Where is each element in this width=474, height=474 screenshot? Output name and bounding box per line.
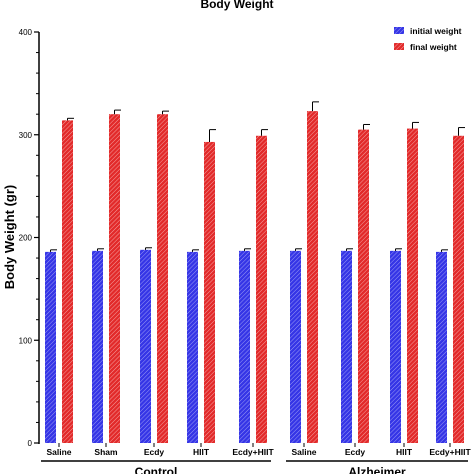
- chart-title: Body Weight: [200, 0, 273, 11]
- y-axis-label: Body Weight (gr): [2, 185, 17, 289]
- x-tick-label: Saline: [291, 447, 316, 457]
- bar: [256, 135, 267, 443]
- y-tick-label: 0: [28, 439, 33, 448]
- bar: [239, 250, 250, 443]
- x-tick-label: HIIT: [193, 447, 210, 457]
- bar: [140, 249, 151, 443]
- axes: 0 100 200 300 400 Saline Sham Ecdy HIIT Ecdy+HIIT…: [19, 28, 472, 474]
- x-tick-label: Ecdy+HIIT: [232, 447, 274, 457]
- y-tick-label: 200: [19, 234, 33, 243]
- bar: [45, 251, 56, 443]
- legend: initial weight final weight: [394, 26, 462, 52]
- y-tick-label: 400: [19, 28, 33, 37]
- bar: [62, 120, 73, 444]
- bar: [407, 128, 418, 443]
- x-tick-label: Sham: [94, 447, 118, 457]
- x-tick-label: HIIT: [396, 447, 413, 457]
- bar: [453, 135, 464, 443]
- legend-label: final weight: [410, 42, 457, 52]
- bar: [390, 250, 401, 443]
- bar: [341, 250, 352, 443]
- group-label: Alzheimer: [348, 465, 406, 474]
- bar: [187, 251, 198, 443]
- bar: [204, 141, 215, 443]
- bar: [109, 114, 120, 443]
- y-tick-label: 100: [19, 336, 33, 345]
- bar: [92, 250, 103, 443]
- bar: [358, 129, 369, 444]
- bars: [45, 101, 465, 444]
- bar: [307, 111, 318, 444]
- x-tick-label: Saline: [46, 447, 71, 457]
- bar: [157, 114, 168, 443]
- x-tick-label: Ecdy: [144, 447, 165, 457]
- group-label: Control: [135, 465, 178, 474]
- x-tick-label: Ecdy+HIIT: [429, 447, 471, 457]
- bar: [290, 250, 301, 443]
- bar: [436, 251, 447, 443]
- legend-label: initial weight: [410, 26, 462, 36]
- legend-swatch: [394, 43, 404, 50]
- legend-swatch: [394, 27, 404, 34]
- y-tick-label: 300: [19, 131, 33, 140]
- x-tick-label: Ecdy: [345, 447, 366, 457]
